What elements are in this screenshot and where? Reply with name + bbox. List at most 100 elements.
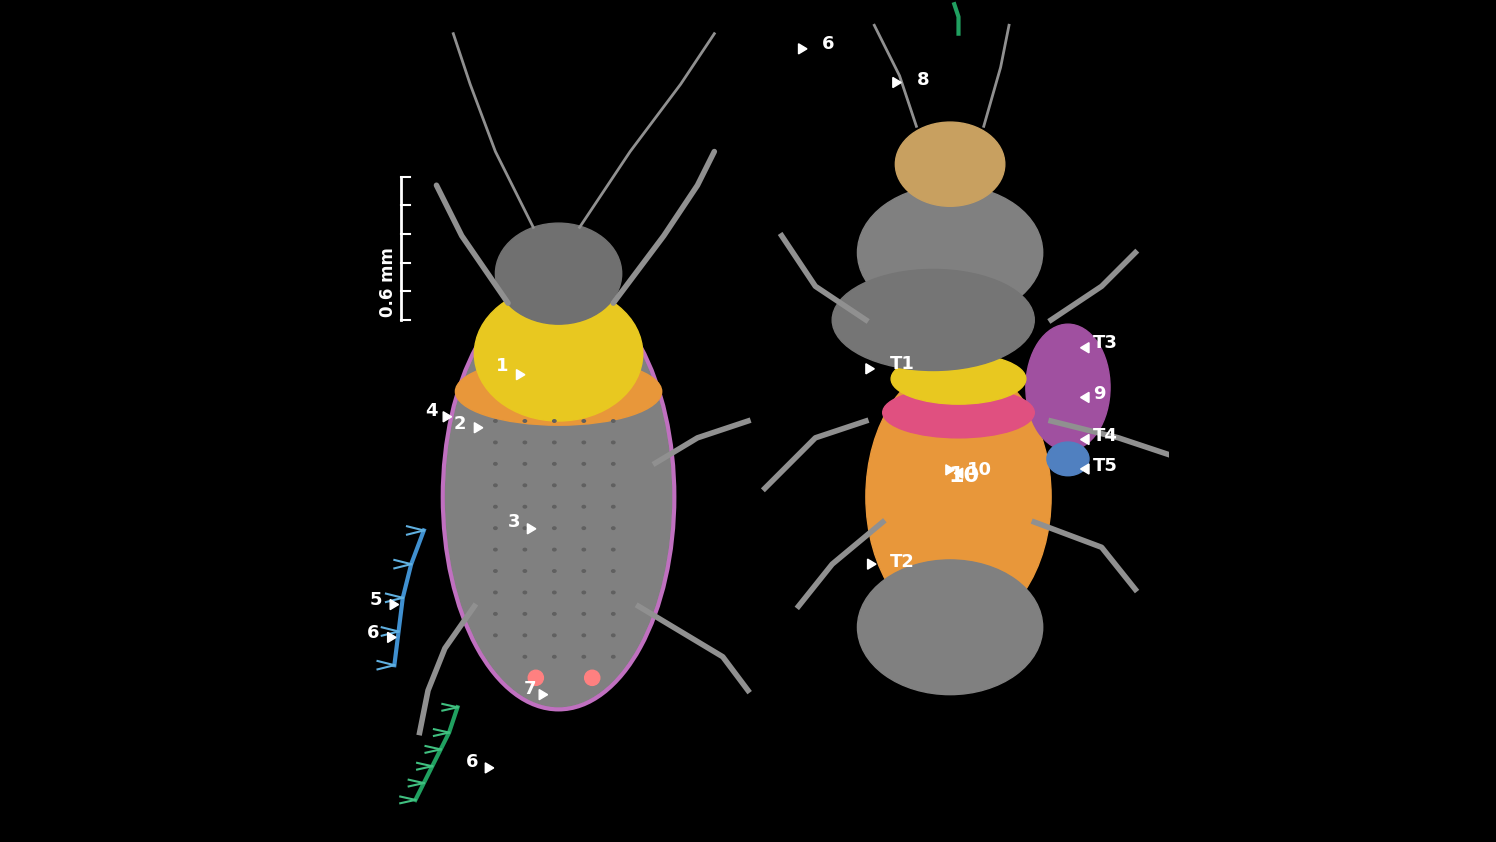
- Ellipse shape: [494, 548, 497, 551]
- Ellipse shape: [524, 570, 527, 573]
- Ellipse shape: [582, 634, 585, 637]
- Polygon shape: [485, 763, 494, 773]
- Ellipse shape: [582, 570, 585, 573]
- Ellipse shape: [612, 420, 615, 423]
- Text: T1: T1: [890, 354, 914, 373]
- Text: 1: 1: [495, 357, 509, 376]
- Ellipse shape: [612, 548, 615, 551]
- Ellipse shape: [866, 362, 1052, 632]
- Polygon shape: [474, 423, 483, 433]
- Ellipse shape: [524, 548, 527, 551]
- Polygon shape: [868, 559, 877, 569]
- Ellipse shape: [524, 505, 527, 508]
- Text: 2: 2: [453, 414, 465, 433]
- Polygon shape: [539, 690, 548, 700]
- Ellipse shape: [495, 223, 622, 324]
- Ellipse shape: [552, 613, 557, 616]
- Ellipse shape: [494, 505, 497, 508]
- Ellipse shape: [494, 527, 497, 530]
- Text: 6: 6: [367, 624, 378, 642]
- Text: T5: T5: [1094, 456, 1118, 475]
- Text: 3: 3: [509, 513, 521, 531]
- Ellipse shape: [612, 462, 615, 465]
- Text: T3: T3: [1094, 333, 1118, 352]
- Ellipse shape: [612, 527, 615, 530]
- Ellipse shape: [585, 670, 600, 685]
- Ellipse shape: [1047, 442, 1089, 476]
- Ellipse shape: [832, 269, 1034, 370]
- Ellipse shape: [582, 591, 585, 594]
- Ellipse shape: [494, 634, 497, 637]
- Ellipse shape: [582, 484, 585, 487]
- Ellipse shape: [552, 548, 557, 551]
- Ellipse shape: [552, 484, 557, 487]
- Ellipse shape: [494, 591, 497, 594]
- Ellipse shape: [612, 591, 615, 594]
- Ellipse shape: [494, 570, 497, 573]
- Polygon shape: [516, 370, 525, 380]
- Ellipse shape: [883, 387, 1034, 438]
- Ellipse shape: [582, 441, 585, 444]
- Ellipse shape: [612, 505, 615, 508]
- Ellipse shape: [552, 591, 557, 594]
- Polygon shape: [1080, 392, 1089, 402]
- Ellipse shape: [455, 358, 661, 425]
- Ellipse shape: [552, 505, 557, 508]
- Ellipse shape: [444, 286, 672, 707]
- Ellipse shape: [582, 420, 585, 423]
- Ellipse shape: [494, 484, 497, 487]
- Text: 10: 10: [966, 461, 992, 479]
- Ellipse shape: [895, 122, 1005, 206]
- Ellipse shape: [582, 527, 585, 530]
- Ellipse shape: [582, 548, 585, 551]
- Polygon shape: [945, 465, 954, 475]
- Ellipse shape: [524, 655, 527, 658]
- Ellipse shape: [582, 505, 585, 508]
- Polygon shape: [1080, 464, 1089, 474]
- Polygon shape: [443, 412, 452, 422]
- Ellipse shape: [552, 655, 557, 658]
- Ellipse shape: [612, 613, 615, 616]
- Ellipse shape: [494, 462, 497, 465]
- Ellipse shape: [612, 484, 615, 487]
- Ellipse shape: [892, 354, 1026, 404]
- Ellipse shape: [524, 484, 527, 487]
- Ellipse shape: [524, 634, 527, 637]
- Text: 6: 6: [823, 35, 835, 53]
- Polygon shape: [954, 468, 963, 478]
- Ellipse shape: [474, 286, 643, 421]
- Ellipse shape: [857, 185, 1043, 320]
- Ellipse shape: [524, 462, 527, 465]
- Ellipse shape: [612, 655, 615, 658]
- Text: T2: T2: [890, 553, 914, 572]
- Ellipse shape: [1026, 324, 1110, 450]
- Ellipse shape: [612, 570, 615, 573]
- Ellipse shape: [524, 441, 527, 444]
- Ellipse shape: [582, 462, 585, 465]
- Ellipse shape: [494, 420, 497, 423]
- Ellipse shape: [612, 441, 615, 444]
- Text: 5: 5: [370, 591, 381, 610]
- Ellipse shape: [552, 527, 557, 530]
- Ellipse shape: [528, 670, 543, 685]
- Text: 0.6 mm: 0.6 mm: [378, 248, 396, 317]
- Polygon shape: [799, 44, 806, 54]
- Ellipse shape: [552, 462, 557, 465]
- Text: 10: 10: [948, 466, 980, 486]
- Ellipse shape: [552, 420, 557, 423]
- Polygon shape: [1080, 343, 1089, 353]
- Ellipse shape: [612, 634, 615, 637]
- Ellipse shape: [552, 634, 557, 637]
- Text: 4: 4: [426, 402, 438, 420]
- Text: 7: 7: [524, 679, 536, 698]
- Ellipse shape: [524, 420, 527, 423]
- Ellipse shape: [857, 560, 1043, 695]
- Ellipse shape: [582, 655, 585, 658]
- Polygon shape: [390, 600, 398, 610]
- Text: 6: 6: [467, 753, 479, 771]
- Ellipse shape: [582, 613, 585, 616]
- Polygon shape: [866, 364, 874, 374]
- Polygon shape: [528, 524, 536, 534]
- Text: 8: 8: [917, 71, 929, 89]
- Ellipse shape: [494, 613, 497, 616]
